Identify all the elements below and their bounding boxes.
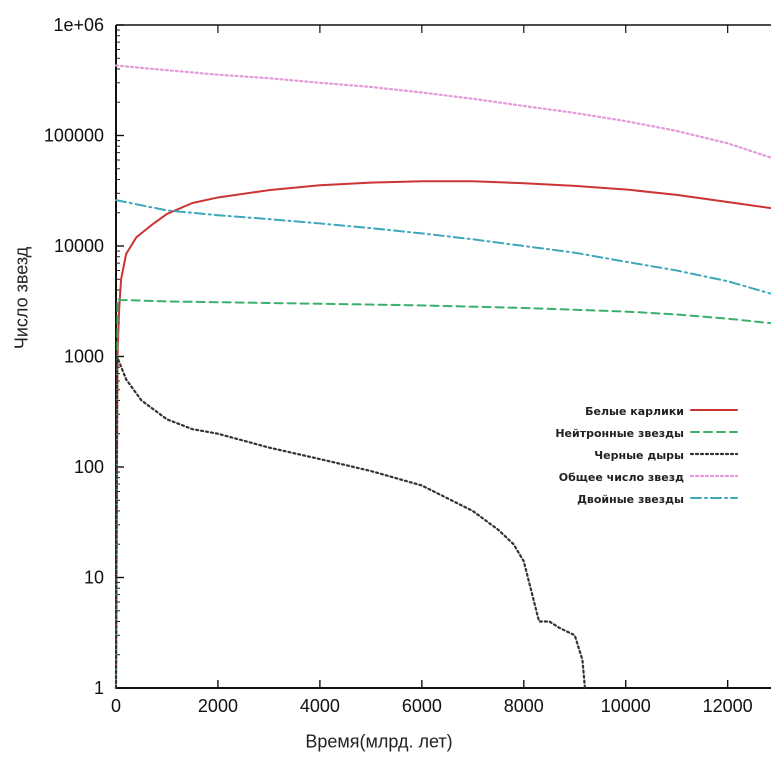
y-tick-label: 1e+06: [53, 15, 104, 35]
series-line-4: [115, 199, 771, 295]
y-tick-label: 10000: [54, 236, 104, 256]
legend-label-1: Нейтронные звезды: [555, 427, 684, 440]
legend-label-3: Общее число звезд: [559, 471, 684, 484]
series-line-3: [114, 64, 771, 159]
y-tick-label: 1000: [64, 347, 104, 367]
legend-label-2: Черные дыры: [594, 449, 684, 462]
legend-label-4: Двойные звезды: [577, 493, 684, 506]
y-tick-label: 100000: [44, 126, 104, 146]
x-tick-label: 4000: [300, 696, 340, 716]
y-tick-label: 100: [74, 457, 104, 477]
x-tick-label: 2000: [198, 696, 238, 716]
series-line-0: [115, 180, 771, 689]
x-tick-label: 10000: [601, 696, 651, 716]
x-tick-label: 12000: [703, 696, 753, 716]
series-line-1: [115, 298, 771, 689]
x-tick-label: 8000: [504, 696, 544, 716]
series-line-2: [114, 355, 587, 690]
y-tick-label: 1: [94, 678, 104, 698]
x-axis-title: Время(млрд. лет): [305, 731, 453, 752]
x-tick-label: 6000: [402, 696, 442, 716]
plot-area: [116, 25, 771, 688]
x-tick-label: 0: [111, 696, 121, 716]
y-tick-label: 10: [84, 568, 104, 588]
y-axis-title: Число звезд: [11, 246, 32, 350]
legend-label-0: Белые карлики: [585, 405, 684, 418]
